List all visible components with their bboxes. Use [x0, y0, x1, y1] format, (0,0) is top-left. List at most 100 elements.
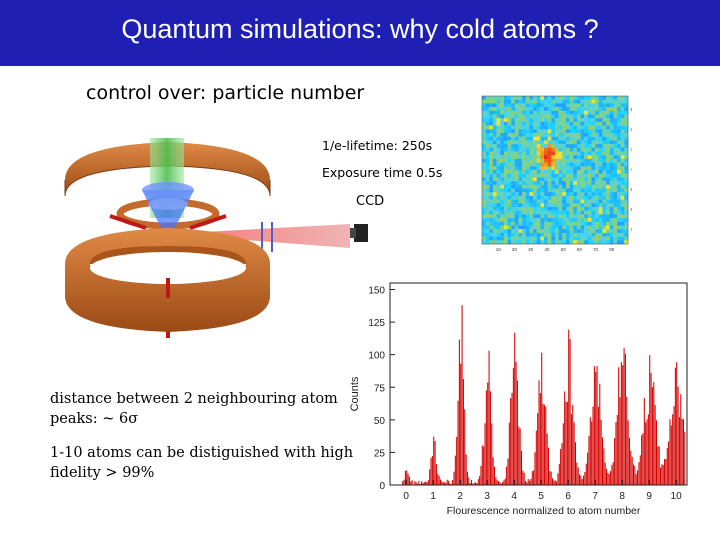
ccd-pixel — [584, 195, 589, 200]
histogram-bar — [466, 471, 468, 485]
ccd-pixel — [492, 236, 497, 241]
ccd-pixel — [503, 99, 508, 104]
ccd-pixel — [489, 96, 494, 100]
histogram-bar — [452, 480, 454, 485]
histogram-bar — [515, 361, 517, 485]
ccd-pixel — [555, 177, 559, 182]
ccd-x-tick: 60 — [577, 247, 583, 252]
ccd-pixel — [551, 225, 556, 230]
histogram-bar — [458, 339, 460, 485]
ccd-pixel — [573, 99, 578, 104]
ccd-pixel — [507, 184, 512, 189]
histogram-bar — [564, 391, 566, 485]
ccd-pixel — [558, 133, 563, 137]
ccd-pixel — [558, 151, 563, 156]
ccd-pixel — [482, 207, 486, 211]
ccd-pixel — [540, 236, 545, 241]
ccd-pixel — [533, 151, 537, 156]
ccd-pixel — [587, 158, 592, 163]
ccd-pixel — [500, 188, 505, 193]
ccd-pixel — [609, 221, 614, 226]
ccd-pixel — [551, 221, 556, 226]
ccd-pixel — [558, 110, 563, 115]
ccd-pixel — [569, 229, 574, 234]
ccd-pixel — [624, 147, 629, 152]
ccd-pixel — [544, 118, 548, 123]
ccd-pixel — [606, 199, 610, 204]
ccd-pixel — [602, 210, 607, 215]
ccd-pixel — [551, 158, 556, 163]
ccd-pixel — [598, 125, 603, 130]
histogram-bar — [523, 472, 525, 485]
ccd-pixel — [518, 155, 523, 160]
ccd-pixel — [558, 166, 563, 171]
histogram-bar — [491, 423, 493, 485]
ccd-pixel — [496, 240, 501, 245]
ccd-pixel — [525, 232, 530, 237]
fidelity-text-line1: 1-10 atoms can be distiguished with high — [50, 445, 354, 461]
histogram-bar — [527, 479, 529, 485]
ccd-pixel — [555, 140, 559, 145]
histogram-bar — [529, 480, 531, 485]
ccd-pixel — [609, 218, 614, 222]
ccd-pixel — [500, 229, 505, 234]
ccd-pixel — [613, 99, 618, 104]
ccd-pixel — [573, 192, 578, 197]
histogram-bar — [410, 481, 412, 485]
ccd-pixel — [565, 199, 570, 204]
ccd-pixel — [511, 96, 516, 100]
ccd-pixel — [533, 162, 537, 167]
ccd-pixel — [587, 107, 592, 111]
ccd-pixel — [547, 210, 552, 215]
ccd-pixel — [569, 96, 574, 100]
ccd-pixel — [576, 195, 581, 200]
ccd-pixel — [609, 99, 614, 104]
ccd-pixel — [551, 188, 556, 193]
ccd-pixel — [569, 181, 574, 185]
ccd-pixel — [496, 232, 501, 237]
ccd-pixel — [580, 210, 585, 215]
ccd-pixel — [522, 96, 526, 100]
ccd-pixel — [533, 103, 537, 108]
ccd-pixel — [536, 184, 541, 189]
ccd-pixel — [540, 199, 545, 204]
ccd-pixel — [595, 110, 599, 115]
histogram-bar — [608, 474, 610, 485]
ccd-pixel — [624, 173, 629, 178]
ccd-pixel — [525, 188, 530, 193]
histogram-bar — [434, 441, 436, 485]
x-tick-label: 3 — [484, 491, 490, 502]
ccd-pixel — [489, 158, 494, 163]
ccd-pixel — [518, 107, 523, 111]
ccd-pixel — [569, 170, 574, 174]
ccd-pixel — [617, 118, 621, 123]
ccd-pixel — [606, 114, 610, 119]
ccd-pixel — [602, 99, 607, 104]
ccd-pixel — [584, 99, 589, 104]
ccd-pixel — [602, 110, 607, 115]
ccd-pixel — [617, 96, 621, 100]
ccd-pixel — [518, 110, 523, 115]
ccd-pixel — [613, 118, 618, 123]
histogram-bar — [646, 419, 648, 485]
ccd-pixel — [496, 192, 501, 197]
ccd-pixel — [587, 133, 592, 137]
ccd-pixel — [485, 144, 490, 148]
ccd-pixel — [620, 151, 625, 156]
ccd-pixel — [507, 225, 512, 230]
ccd-pixel — [606, 188, 610, 193]
ccd-pixel — [558, 144, 563, 148]
ccd-pixel — [503, 195, 508, 200]
ccd-pixel — [496, 184, 501, 189]
ccd-pixel — [533, 232, 537, 237]
ccd-pixel — [500, 218, 505, 222]
ccd-pixel — [580, 229, 585, 234]
histogram-bar — [469, 483, 471, 485]
x-tick-label: 0 — [403, 491, 409, 502]
ccd-pixel — [584, 214, 589, 219]
ccd-pixel — [529, 96, 534, 100]
histogram-bar — [441, 481, 443, 485]
ccd-pixel — [500, 214, 505, 219]
ccd-pixel — [580, 144, 585, 148]
ccd-pixel — [533, 99, 537, 104]
